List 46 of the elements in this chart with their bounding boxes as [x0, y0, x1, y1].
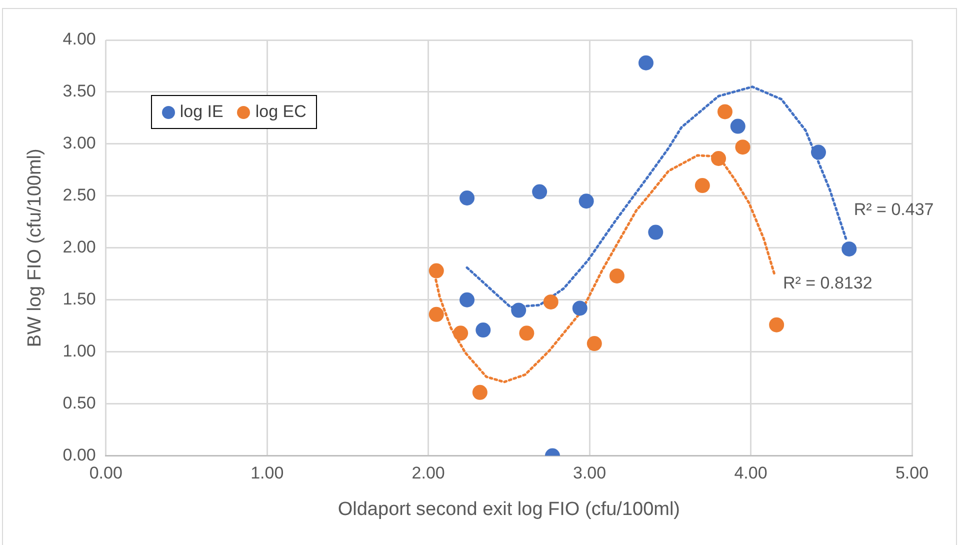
x-tick-label: 0.00: [89, 464, 122, 483]
point: [460, 190, 475, 206]
point: [460, 292, 475, 308]
y-tick-label: 2.50: [62, 186, 96, 205]
point: [428, 263, 444, 278]
y-tick-label: 1.00: [62, 342, 96, 361]
point: [769, 317, 784, 332]
y-tick-label: 1.50: [62, 290, 96, 309]
point: [428, 306, 444, 322]
x-tick-label: 2.00: [412, 464, 445, 483]
point: [609, 268, 624, 284]
point: [472, 384, 488, 400]
x-tick-label: 1.00: [250, 464, 284, 483]
point: [532, 184, 548, 200]
point: [648, 224, 664, 240]
y-tick-label: 0.00: [62, 445, 96, 464]
point: [453, 326, 468, 341]
point: [543, 294, 558, 310]
point: [578, 194, 594, 209]
point: [638, 55, 654, 70]
point: [586, 336, 602, 352]
annotation: R² = 0.8132: [782, 274, 872, 293]
point: [711, 151, 726, 166]
point: [694, 178, 710, 194]
x-tick-label: 4.00: [734, 464, 768, 483]
y-tick-label: 2.00: [62, 238, 96, 257]
y-tick-label: 0.50: [62, 394, 96, 413]
point: [730, 118, 746, 134]
point: [572, 300, 588, 316]
y-tick-label: 3.50: [62, 82, 96, 101]
point: [476, 322, 491, 338]
x-tick-label: 5.00: [895, 464, 929, 483]
x-tick-label: 3.00: [573, 464, 606, 483]
point: [810, 144, 826, 160]
point: [511, 302, 526, 318]
point: [842, 241, 857, 256]
y-axis-title: BW log FIO (cfu/100ml): [24, 148, 46, 348]
point: [717, 104, 732, 120]
point: [519, 326, 534, 341]
annotation: R² = 0.437: [854, 200, 934, 220]
legend-label: log IE: [180, 102, 224, 122]
x-axis-title: Oldaport second exit log FIO (cfu/100ml): [338, 498, 680, 520]
legend-label: log EC: [255, 102, 306, 122]
y-tick-label: 4.00: [62, 30, 96, 49]
point: [735, 140, 750, 155]
y-tick-label: 3.00: [62, 134, 96, 153]
